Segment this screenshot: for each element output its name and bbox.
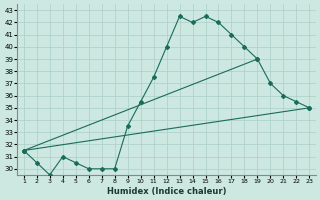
X-axis label: Humidex (Indice chaleur): Humidex (Indice chaleur) — [107, 187, 226, 196]
